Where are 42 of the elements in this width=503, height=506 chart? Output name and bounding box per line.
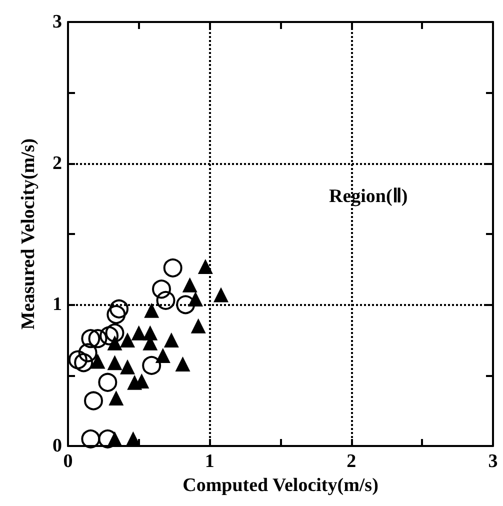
x-tick-label: 2 [346,451,356,472]
point [155,348,170,364]
point [142,356,162,375]
point [110,299,128,318]
point [81,429,100,448]
point [198,259,213,274]
point [84,391,103,410]
point [78,343,98,362]
point [81,329,100,348]
x-tick-label: 1 [204,451,214,472]
point [106,305,126,324]
x-axis-title: Computed Velocity(m/s) [182,474,378,496]
point [68,350,88,370]
annotation: Region(Ⅱ) [329,186,408,207]
point [105,323,124,342]
point [90,354,106,369]
point [131,325,146,340]
x-tick-label: 3 [488,451,498,472]
point [144,302,160,318]
point [108,390,124,406]
point [74,353,94,372]
point [152,280,171,299]
y-tick-label: 2 [52,152,62,174]
point [100,326,119,346]
point [156,290,176,310]
point [190,318,206,334]
point [214,287,228,302]
y-tick-label: 3 [52,12,62,32]
point [164,332,179,348]
point [88,329,108,348]
point [127,374,142,390]
point [107,355,122,370]
y-tick-label: 1 [52,294,62,316]
point [182,277,198,292]
y-tick-label: 0 [52,436,62,456]
point [120,332,135,348]
point [175,356,190,372]
point [120,359,135,374]
point [163,258,182,278]
y-axis-title: Measured Velocity(m/s) [18,138,39,330]
point [176,295,196,314]
point [98,372,118,392]
